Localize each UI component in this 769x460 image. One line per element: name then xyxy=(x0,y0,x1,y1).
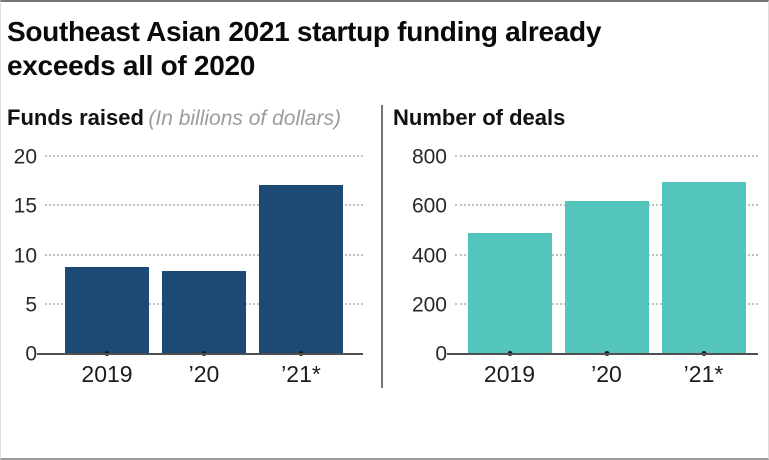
funds-raised-subtitle: (In billions of dollars) xyxy=(148,107,341,130)
y-tick-label-5: 5 xyxy=(25,293,37,317)
bar-slot-1: 2019 xyxy=(65,157,149,387)
chart-main-title: Southeast Asian 2021 startup funding alr… xyxy=(7,15,601,83)
number-of-deals-plot: 2019 ’20 ’21* 0 200 400 600 800 xyxy=(412,147,758,387)
bar-21 xyxy=(259,184,343,354)
bar-slot-3: ’21* xyxy=(661,157,746,387)
bar-2019 xyxy=(65,267,149,354)
bar-2019 xyxy=(467,233,552,354)
x-tick-label-2: ’20 xyxy=(188,361,220,387)
x-tick-label-1: 2019 xyxy=(483,361,536,387)
title-line-2: exceeds all of 2020 xyxy=(7,50,256,81)
number-of-deals-panel: Number of deals 2019 ’20 ’21* 0 200 400 600 80… xyxy=(393,105,764,395)
funds-raised-title: Funds raised xyxy=(7,105,144,130)
y-tick-label-10: 10 xyxy=(13,244,37,267)
deals-bars: 2019 ’20 ’21* xyxy=(455,157,758,387)
funds-raised-plot: 2019 ’20 ’21* 0 5 10 15 20 xyxy=(14,147,363,387)
title-line-1: Southeast Asian 2021 startup funding alr… xyxy=(7,16,602,47)
funds-raised-panel: Funds raised (In billions of dollars) 20… xyxy=(7,105,375,395)
y-tick-label-20: 20 xyxy=(13,145,37,169)
y-tick-label-800: 800 xyxy=(411,145,447,169)
x-tick-label-3: ’21* xyxy=(281,361,321,387)
x-tick-label-1: 2019 xyxy=(81,361,133,387)
bar-slot-2: ’20 xyxy=(162,157,246,387)
bar-21 xyxy=(661,181,746,354)
funds-x-axis xyxy=(37,353,363,355)
bar-20 xyxy=(162,271,246,354)
gridline-800 xyxy=(455,155,758,157)
y-tick-label-600: 600 xyxy=(411,194,447,218)
gridline-15 xyxy=(45,204,363,207)
deals-x-axis xyxy=(447,353,758,355)
panel-divider xyxy=(381,105,383,388)
gridline-20 xyxy=(45,155,363,157)
funds-raised-header: Funds raised (In billions of dollars) xyxy=(7,105,341,131)
y-tick-label-15: 15 xyxy=(13,194,37,218)
footnote-note: Includes debt financing and ICOs *Throug… xyxy=(7,454,498,458)
funds-bars: 2019 ’20 ’21* xyxy=(45,157,363,387)
gridline-10 xyxy=(45,253,363,256)
x-tick-label-2: ’20 xyxy=(591,361,622,387)
y-tick-label-0: 0 xyxy=(25,342,37,366)
number-of-deals-title: Number of deals xyxy=(393,105,566,130)
footnote: Includes debt financing and ICOs *Throug… xyxy=(7,400,498,458)
x-tick-label-3: ’21* xyxy=(683,361,724,387)
number-of-deals-header: Number of deals xyxy=(393,105,565,131)
y-tick-label-200: 200 xyxy=(411,293,447,317)
bar-slot-2: ’20 xyxy=(564,157,649,387)
y-tick-label-0: 0 xyxy=(435,342,447,366)
y-tick-label-400: 400 xyxy=(411,244,447,267)
bar-slot-3: ’21* xyxy=(259,157,343,387)
bar-20 xyxy=(564,201,649,354)
bar-slot-1: 2019 xyxy=(467,157,552,387)
